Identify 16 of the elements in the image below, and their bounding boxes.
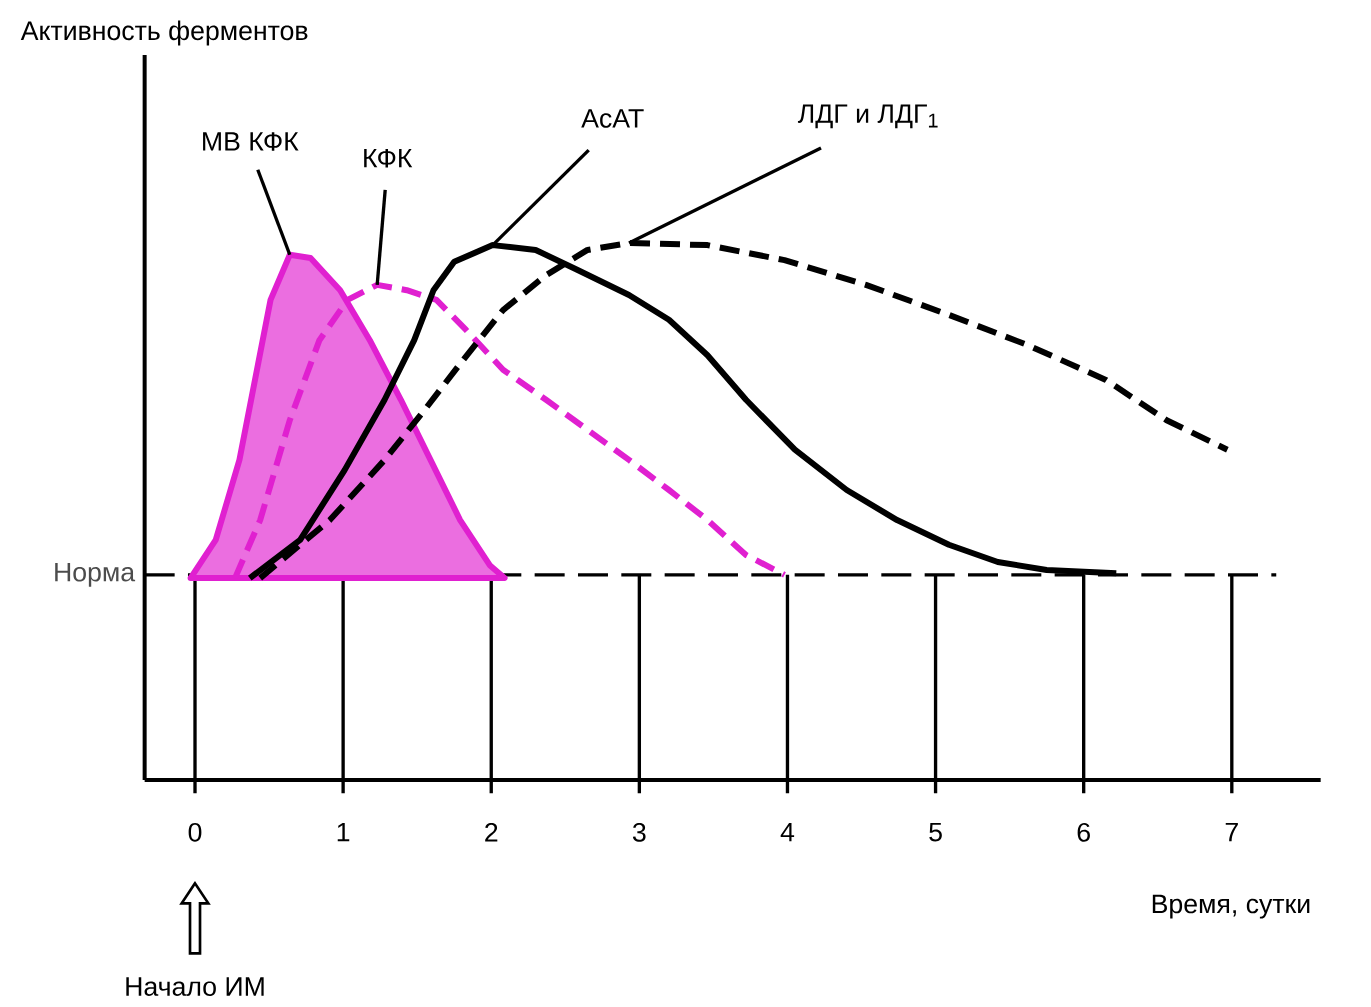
text: АсАТ <box>581 109 644 128</box>
text: ЛДГ и ЛДГ$_{1}$ <box>797 104 938 129</box>
text: Активность ферментов <box>20 20 308 46</box>
x-tick-label: 7 <box>1225 822 1238 842</box>
x-tick-label: 3 <box>632 822 646 842</box>
x-tick-label: 6 <box>1077 822 1090 842</box>
x-axis-title: Время, сутки <box>1152 894 1310 919</box>
text: Начало ИМ <box>126 977 264 996</box>
text: МВ КФК <box>203 132 299 151</box>
x-tick-label: 5 <box>929 822 942 842</box>
text: КФК <box>364 148 413 168</box>
x-tick-label: 0 <box>188 822 202 842</box>
x-tick-label: 2 <box>485 822 498 842</box>
x-tick-label: 4 <box>780 822 795 842</box>
x-tick-label: 1 <box>337 822 350 842</box>
ref-line-label: Норма <box>55 562 136 587</box>
